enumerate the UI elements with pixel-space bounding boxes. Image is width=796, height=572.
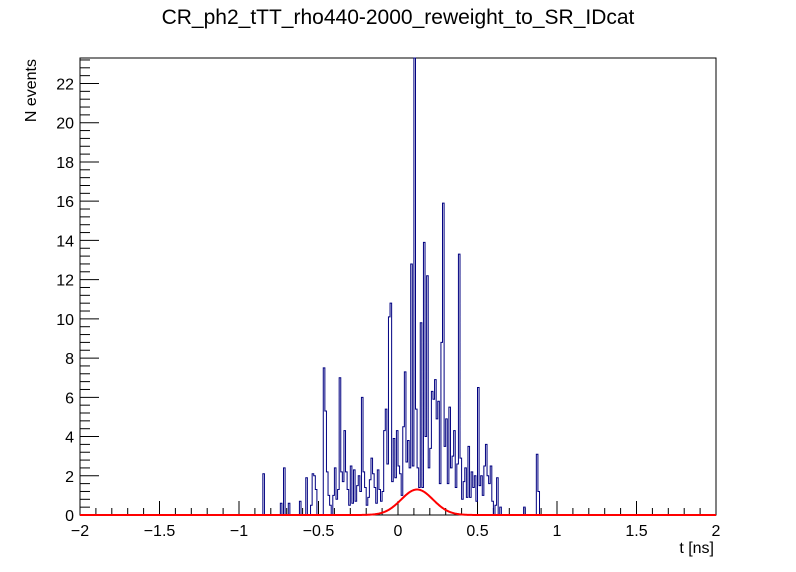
histogram-bin (395, 478, 397, 515)
y-tick-label: 16 (56, 194, 74, 211)
histogram-bin (439, 484, 441, 515)
histogram-bin (466, 497, 468, 515)
y-tick-label: 20 (56, 116, 74, 133)
histogram-bin (455, 488, 457, 515)
histogram-bin (433, 399, 435, 515)
x-tick-label: −1.5 (144, 523, 176, 540)
chart-title: CR_ph2_tTT_rho440-2000_reweight_to_SR_ID… (161, 6, 635, 29)
histogram-bin (419, 488, 421, 515)
x-tick-label: −0.5 (303, 523, 335, 540)
x-tick-label: 0.5 (466, 523, 488, 540)
histogram-bin (387, 464, 389, 515)
histogram-bin (482, 495, 484, 515)
histogram-line (80, 57, 716, 516)
y-tick-label: 4 (65, 430, 74, 447)
y-tick-label: 8 (65, 351, 74, 368)
histogram-bin (450, 468, 452, 515)
y-tick-label: 18 (56, 155, 74, 172)
x-tick-label: −2 (71, 523, 89, 540)
fit-curve (80, 488, 716, 516)
histogram-bin (489, 484, 491, 515)
x-tick-label: −1 (230, 523, 248, 540)
histogram-bin (406, 462, 408, 515)
histogram-bin (336, 499, 338, 515)
x-tick-label: 0 (394, 523, 403, 540)
histogram-bin (479, 486, 481, 515)
histogram-bin (392, 482, 394, 515)
y-tick-label: 6 (65, 390, 74, 407)
y-tick-label: 22 (56, 76, 74, 93)
y-tick-label: 2 (65, 469, 74, 486)
histogram-bin (473, 488, 475, 515)
histogram-series (80, 57, 716, 516)
y-axis-title: N events (23, 59, 40, 122)
y-axis: 0 2 4 6 8 10 12 14 16 18 20 22 (56, 59, 99, 525)
histogram-bin (436, 419, 438, 515)
y-tick-label: 12 (56, 273, 74, 290)
y-tick-label: 14 (56, 233, 74, 250)
x-tick-label: 1.5 (625, 523, 647, 540)
histogram-bin (470, 497, 472, 515)
histogram-bin (355, 501, 357, 515)
histogram-bin (444, 446, 446, 515)
histogram-bin (360, 491, 362, 515)
histogram-bin (425, 437, 427, 515)
x-axis: −2 −1.5 −1 −0.5 0 0.5 1 1.5 2 (71, 501, 721, 540)
x-tick-label: 2 (712, 523, 721, 540)
histogram-bin (342, 482, 344, 515)
y-tick-label: 10 (56, 312, 74, 329)
x-axis-title: t [ns] (679, 540, 714, 557)
histogram-bin (428, 468, 430, 515)
x-tick-label: 1 (553, 523, 562, 540)
fit-series (80, 488, 716, 516)
y-tick-label: 0 (65, 508, 74, 525)
histogram-bin (352, 503, 354, 515)
